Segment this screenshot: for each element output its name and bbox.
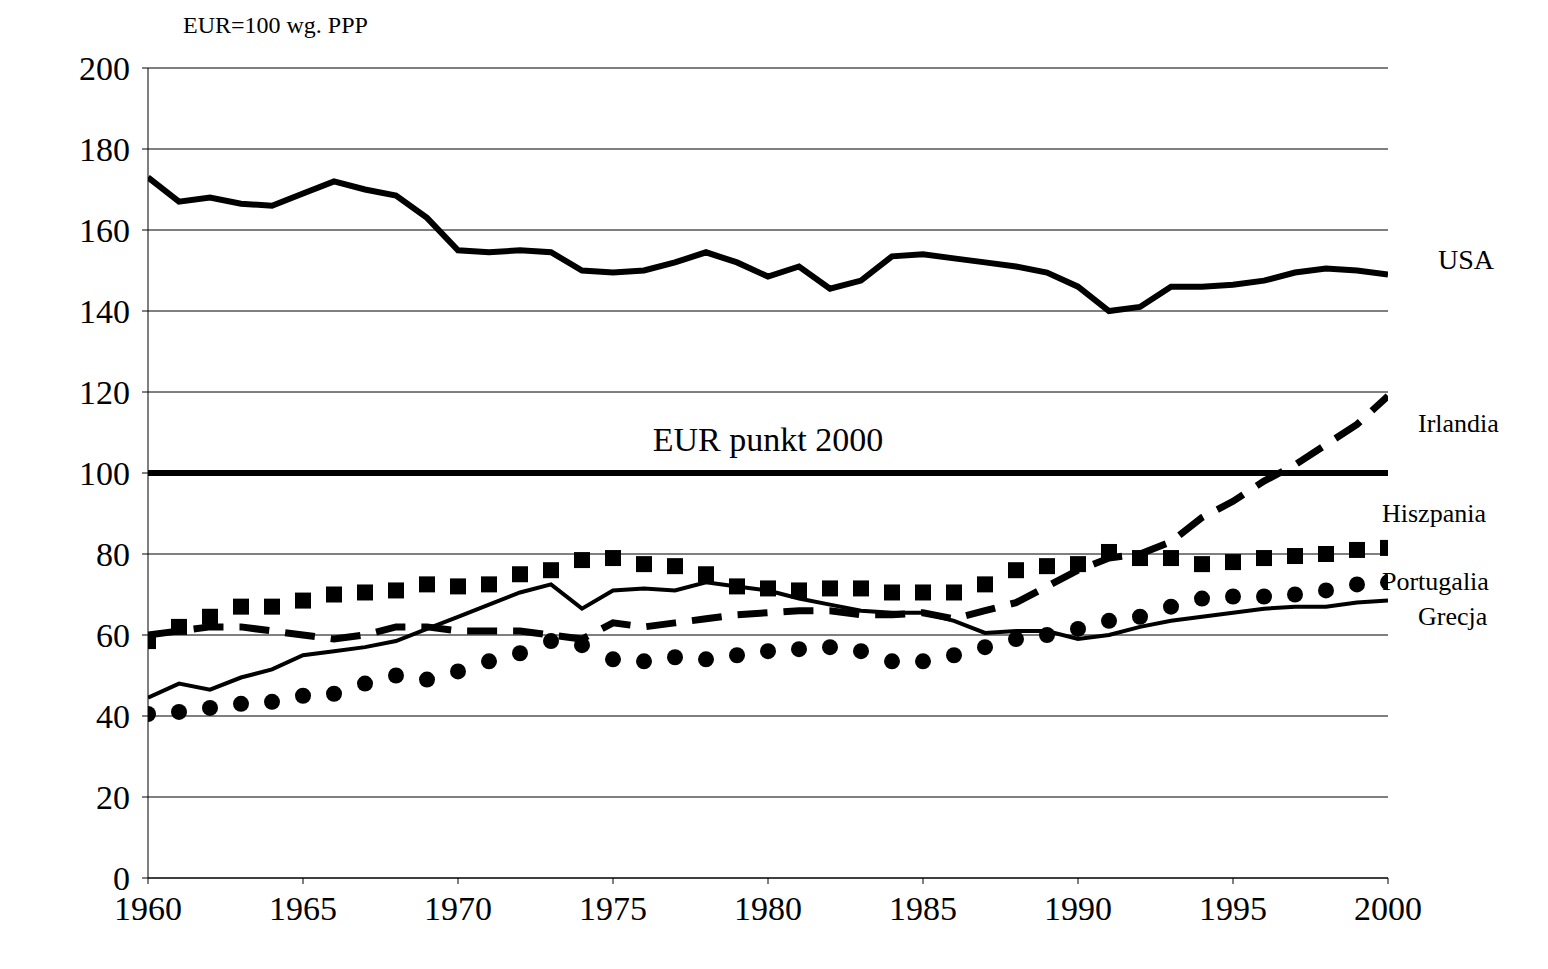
svg-text:180: 180 [79, 131, 130, 168]
svg-text:200: 200 [79, 50, 130, 87]
svg-text:2000: 2000 [1354, 890, 1422, 927]
svg-text:1995: 1995 [1199, 890, 1267, 927]
svg-text:60: 60 [96, 617, 130, 654]
svg-text:Hiszpania: Hiszpania [1382, 499, 1486, 528]
svg-text:80: 80 [96, 536, 130, 573]
svg-text:USA: USA [1438, 244, 1495, 275]
svg-text:100: 100 [79, 455, 130, 492]
svg-text:1985: 1985 [889, 890, 957, 927]
svg-text:Portugalia: Portugalia [1382, 567, 1489, 596]
svg-text:160: 160 [79, 212, 130, 249]
svg-text:0: 0 [113, 860, 130, 897]
svg-text:20: 20 [96, 779, 130, 816]
svg-text:EUR punkt 2000: EUR punkt 2000 [653, 421, 883, 458]
svg-text:120: 120 [79, 374, 130, 411]
svg-text:1980: 1980 [734, 890, 802, 927]
svg-text:1965: 1965 [269, 890, 337, 927]
svg-text:1975: 1975 [579, 890, 647, 927]
svg-text:1970: 1970 [424, 890, 492, 927]
svg-text:1960: 1960 [114, 890, 182, 928]
svg-text:Grecja: Grecja [1418, 602, 1488, 631]
svg-text:140: 140 [79, 293, 130, 330]
svg-text:1990: 1990 [1044, 890, 1112, 927]
svg-text:40: 40 [96, 698, 130, 735]
svg-text:Irlandia: Irlandia [1418, 409, 1499, 438]
html-text:EUR=100 wg. PPP: EUR=100 wg. PPP [183, 12, 368, 38]
